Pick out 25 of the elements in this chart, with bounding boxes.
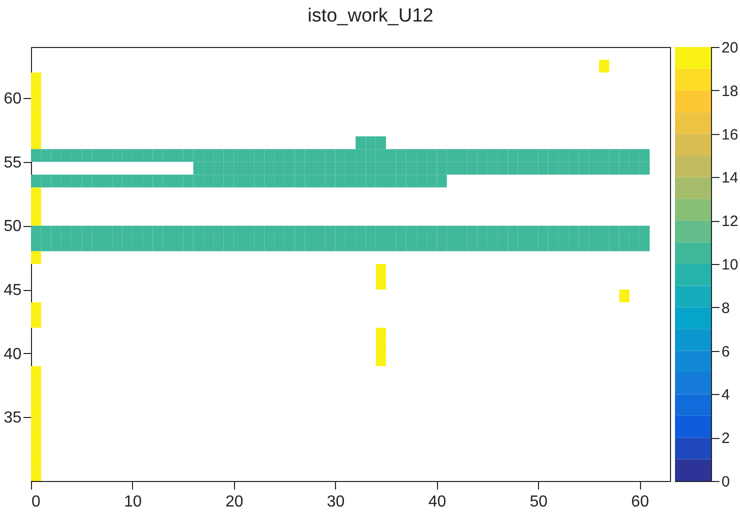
color-bar-label: 18 bbox=[722, 82, 738, 100]
x-tick-label: 20 bbox=[225, 494, 244, 510]
x-tick-label: 30 bbox=[326, 494, 345, 510]
y-tick-label: 40 bbox=[4, 346, 22, 363]
color-bar-label: 2 bbox=[722, 430, 730, 448]
color-bar-label: 0 bbox=[722, 474, 730, 490]
color-bar-label: 8 bbox=[722, 300, 730, 317]
x-tick-label: 60 bbox=[631, 494, 650, 510]
x-tick-label: 0 bbox=[32, 494, 40, 510]
y-tick-label: 60 bbox=[4, 90, 22, 108]
y-tick-label: 35 bbox=[4, 410, 22, 427]
color-bar-label: 12 bbox=[722, 213, 738, 230]
y-tick-label: 50 bbox=[4, 218, 22, 236]
color-bar-label: 4 bbox=[722, 386, 730, 404]
color-bar-label: 16 bbox=[722, 126, 738, 144]
y-tick-label: 45 bbox=[4, 282, 22, 300]
color-bar-label: 20 bbox=[722, 40, 738, 56]
color-bar-label: 10 bbox=[722, 256, 738, 274]
x-tick-label: 40 bbox=[428, 494, 446, 510]
x-tick-label: 50 bbox=[530, 494, 548, 510]
x-tick-label: 10 bbox=[124, 494, 142, 510]
y-tick-label: 55 bbox=[4, 154, 22, 172]
chart-title: isto_work_U12 bbox=[308, 6, 434, 26]
color-bar-label: 6 bbox=[722, 343, 730, 360]
color-bar-label: 14 bbox=[722, 170, 738, 187]
